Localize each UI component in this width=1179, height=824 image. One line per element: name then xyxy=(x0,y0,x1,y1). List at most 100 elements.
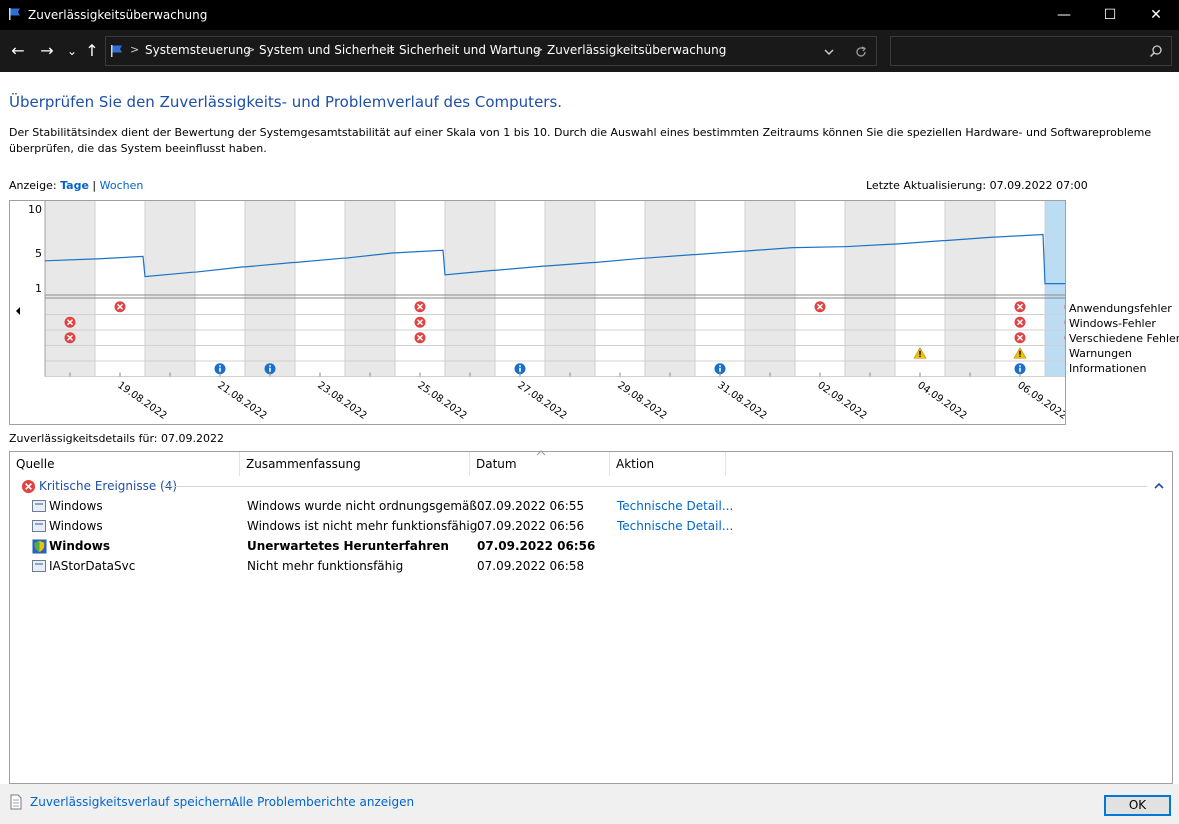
column-header-source[interactable]: Quelle xyxy=(10,452,240,476)
day-column[interactable] xyxy=(645,201,695,377)
breadcrumb-sicherheit-wartung[interactable]: Sicherheit und Wartung xyxy=(399,43,541,57)
table-row[interactable]: IAStorDataSvc Nicht mehr funktionsfähig … xyxy=(10,556,1172,576)
row-date: 07.09.2022 06:58 xyxy=(477,559,585,573)
column-header-summary[interactable]: Zusammenfassung xyxy=(240,452,470,476)
date-label: 27.08.2022 xyxy=(515,380,568,422)
day-column[interactable] xyxy=(495,201,545,377)
chevron-right-icon: > xyxy=(246,43,256,56)
technical-details-link[interactable]: Technische Detail... xyxy=(617,519,734,533)
error-icon-mark xyxy=(66,319,74,326)
date-label: 25.08.2022 xyxy=(415,380,468,422)
date-label: 19.08.2022 xyxy=(115,380,168,422)
day-column[interactable] xyxy=(595,201,645,377)
day-column[interactable] xyxy=(295,201,345,377)
y-tick-label: 5 xyxy=(35,247,42,260)
window-app-icon xyxy=(32,500,46,512)
view-separator: | xyxy=(92,179,97,192)
chevron-down-icon[interactable] xyxy=(823,47,835,57)
warning-icon-mark xyxy=(1019,350,1021,355)
info-icon-mark xyxy=(519,367,521,372)
window-app-icon xyxy=(32,560,46,572)
scroll-left-icon[interactable] xyxy=(16,307,20,315)
day-column[interactable] xyxy=(245,201,295,377)
chevron-right-icon: > xyxy=(386,43,396,56)
chevron-up-icon[interactable] xyxy=(1154,482,1164,490)
day-column[interactable] xyxy=(1045,201,1095,377)
up-button[interactable]: ↑ xyxy=(85,41,99,60)
view-weeks-link[interactable]: Wochen xyxy=(99,179,144,192)
date-label: 31.08.2022 xyxy=(715,380,768,422)
info-icon-dot xyxy=(269,365,271,367)
recent-locations-button[interactable]: ⌄ xyxy=(66,44,78,58)
error-icon-mark xyxy=(66,334,74,341)
y-tick-label: 10 xyxy=(28,203,42,216)
column-header-date[interactable]: Datum xyxy=(470,452,610,476)
day-column[interactable] xyxy=(795,201,845,377)
group-header-critical[interactable]: Kritische Ereignisse (4) xyxy=(10,476,1172,496)
info-icon-dot xyxy=(219,365,221,367)
save-history-link[interactable]: Zuverlässigkeitsverlauf speichern... xyxy=(30,795,244,809)
row-source: Windows xyxy=(49,499,103,513)
day-column[interactable] xyxy=(845,201,895,377)
day-column[interactable] xyxy=(145,201,195,377)
day-column[interactable] xyxy=(945,201,995,377)
view-switcher: Anzeige: Tage | Wochen xyxy=(9,179,143,192)
day-column[interactable] xyxy=(545,201,595,377)
chevron-right-icon: > xyxy=(534,43,544,56)
error-icon-mark xyxy=(816,303,824,310)
technical-details-link[interactable]: Technische Detail... xyxy=(617,499,734,513)
breadcrumb-systemsteuerung[interactable]: Systemsteuerung xyxy=(145,43,251,57)
table-row[interactable]: Windows Unerwartetes Herunterfahren 07.0… xyxy=(10,536,1172,556)
row-date: 07.09.2022 06:56 xyxy=(477,519,585,533)
window-title: Zuverlässigkeitsüberwachung xyxy=(28,8,208,22)
table-row[interactable]: Windows Windows ist nicht mehr funktions… xyxy=(10,516,1172,536)
search-input[interactable] xyxy=(890,36,1172,66)
warning-icon-mark xyxy=(919,350,921,355)
day-column[interactable] xyxy=(695,201,745,377)
breadcrumb-system-sicherheit[interactable]: System und Sicherheit xyxy=(259,43,395,57)
date-label: 02.09.2022 xyxy=(815,380,868,422)
view-label: Anzeige: xyxy=(9,179,57,192)
reliability-chart-svg[interactable]: 10 5 1 19.08.2022 21.08.2022 23.08.2022 25.08.… xyxy=(10,201,1104,424)
footer xyxy=(0,784,1179,824)
error-icon-mark xyxy=(1016,334,1024,341)
day-column[interactable] xyxy=(95,201,145,377)
search-icon[interactable] xyxy=(1149,44,1163,58)
date-label: 06.09.2022 xyxy=(1015,380,1065,422)
legend-misc-errors: Verschiedene Fehler xyxy=(1069,332,1179,345)
minimize-button[interactable]: — xyxy=(1057,7,1071,23)
day-column[interactable] xyxy=(745,201,795,377)
day-column[interactable] xyxy=(195,201,245,377)
row-summary: Windows wurde nicht ordnungsgemäß ... xyxy=(247,499,493,513)
maximize-button[interactable]: ☐ xyxy=(1103,7,1117,23)
view-days-link[interactable]: Tage xyxy=(60,179,89,192)
error-icon xyxy=(21,479,36,494)
error-icon-mark xyxy=(116,303,124,310)
document-icon xyxy=(10,794,22,810)
table-row[interactable]: Windows Windows wurde nicht ordnungsgemä… xyxy=(10,496,1172,516)
day-column[interactable] xyxy=(395,201,445,377)
error-icon-mark xyxy=(416,319,424,326)
y-tick-label: 1 xyxy=(35,282,42,295)
row-source: Windows xyxy=(49,519,103,533)
error-icon-mark xyxy=(1016,319,1024,326)
refresh-icon[interactable] xyxy=(854,45,868,59)
forward-button[interactable]: → xyxy=(40,41,54,60)
breadcrumb-current[interactable]: Zuverlässigkeitsüberwachung xyxy=(547,43,727,57)
chart-legend: Anwendungsfehler Windows-Fehler Verschie… xyxy=(1069,301,1179,376)
sort-ascending-icon xyxy=(536,450,546,456)
reliability-chart[interactable]: 10 5 1 19.08.2022 21.08.2022 23.08.2022 25.08.… xyxy=(9,200,1104,425)
all-problem-reports-link[interactable]: Alle Problemberichte anzeigen xyxy=(231,795,415,809)
legend-windows-errors: Windows-Fehler xyxy=(1069,317,1156,330)
column-header-action[interactable]: Aktion xyxy=(610,452,726,476)
back-button[interactable]: ← xyxy=(11,41,25,60)
date-label: 04.09.2022 xyxy=(915,380,968,422)
date-label: 21.08.2022 xyxy=(215,380,268,422)
day-column[interactable] xyxy=(345,201,395,377)
last-update-text: Letzte Aktualisierung: 07.09.2022 07:00 xyxy=(866,179,1088,192)
close-button[interactable]: ✕ xyxy=(1150,7,1162,23)
address-field[interactable]: > Systemsteuerung > System und Sicherhei… xyxy=(105,36,877,66)
day-column[interactable] xyxy=(45,201,95,377)
ok-button[interactable]: OK xyxy=(1104,795,1171,816)
day-column[interactable] xyxy=(445,201,495,377)
